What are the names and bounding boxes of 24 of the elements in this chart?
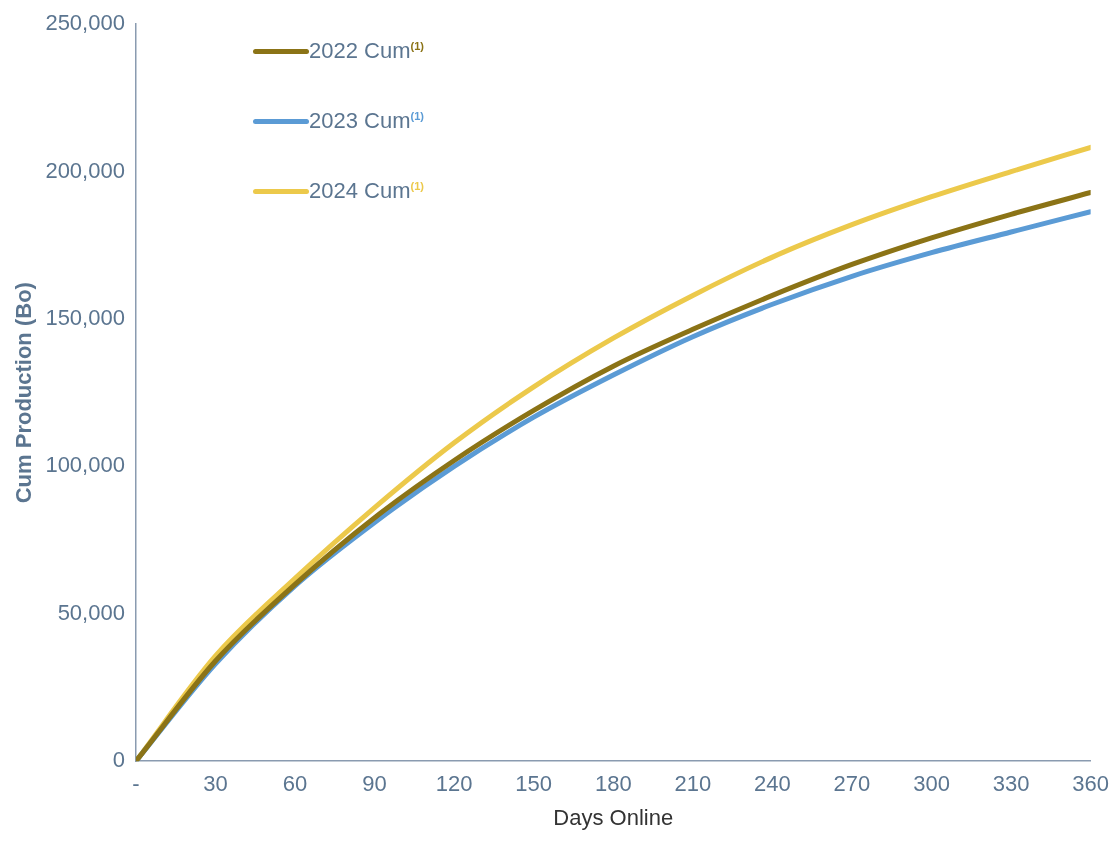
x-tick-label: 210 [674,771,712,797]
legend-label: 2024 Cum$^{(1)}$ [309,178,424,204]
y-tick-label: 200,000 [45,157,125,183]
legend-label: 2022 Cum$^{(1)}$ [309,38,424,64]
x-tick-label: 330 [992,771,1030,797]
x-tick-label: 270 [833,771,871,797]
x-tick-label: 30 [203,771,228,797]
x-tick-label: 90 [362,771,387,797]
x-tick-label: 120 [435,771,473,797]
y-tick-label: 0 [112,747,125,773]
x-tick-label: 360 [1072,771,1110,797]
x-tick-label: - [132,771,140,797]
x-tick-label: 240 [754,771,791,797]
x-axis-title: Days Online [553,804,674,830]
y-tick-label: 50,000 [57,599,125,625]
y-tick-label: 150,000 [45,305,125,331]
x-tick-label: 300 [913,771,950,797]
legend-label: 2023 Cum$^{(1)}$ [309,108,424,134]
y-tick-label: 250,000 [45,10,125,36]
x-tick-label: 150 [515,771,553,797]
y-tick-label: 100,000 [45,452,125,478]
y-axis-title: Cum Production (Bo) [11,282,37,504]
x-tick-label: 180 [594,771,632,797]
x-tick-label: 60 [282,771,308,797]
